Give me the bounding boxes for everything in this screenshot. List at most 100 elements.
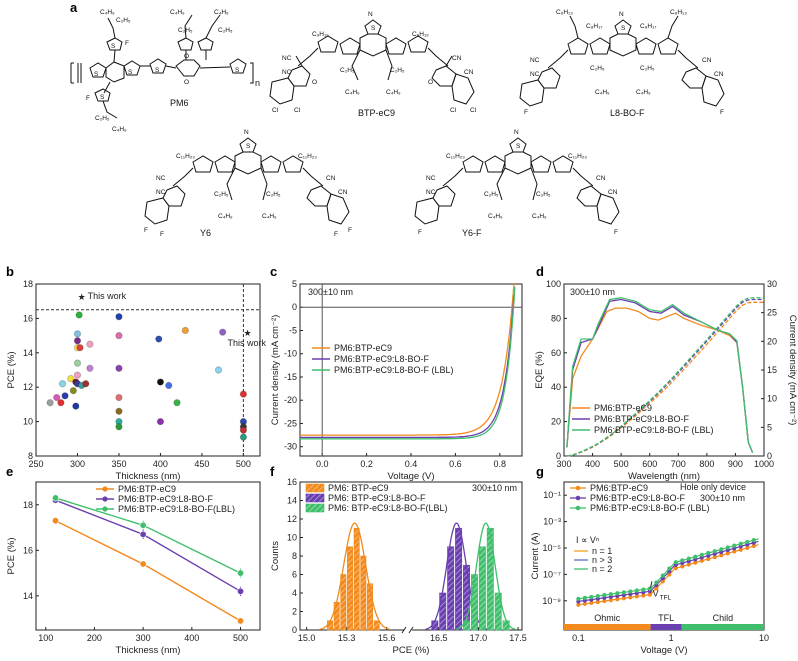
y6-nc-1: NC <box>156 175 166 182</box>
legend-label: PM6:BTP-eC9:L8-BO-F <box>334 354 430 364</box>
l8-cn-1: CN <box>702 57 712 64</box>
annotation-f: 300±10 nm <box>472 483 517 493</box>
y-axis-label: EQE (%) <box>534 351 545 388</box>
y6-c11h23-right: C₁₁H₂₃ <box>298 153 317 160</box>
y-tick-label: -25 <box>284 418 297 428</box>
panel-letter-f: f <box>270 464 275 479</box>
legend-label: PM6: BTP-eC9:L8-BO-F <box>328 493 426 503</box>
l8-ring-left-2 <box>567 37 589 55</box>
y-tick-label: 10⁻¹ <box>543 490 561 500</box>
pm6-ring-benzo <box>105 61 125 83</box>
iv-point <box>680 564 685 569</box>
btp-c4h9-right: C₄H₉ <box>386 89 401 96</box>
iv-point <box>595 599 600 605</box>
literature-point <box>115 393 123 402</box>
data-point <box>51 494 59 502</box>
x-tick-label: 100 <box>38 633 53 643</box>
pm6-ring-quinone <box>175 59 201 77</box>
pm6-ring-top-left <box>177 37 194 51</box>
pm6-s-2: S <box>128 69 133 76</box>
x-tick-label: 500 <box>233 633 248 643</box>
iv-point <box>706 550 711 556</box>
panel-letter-e: e <box>6 464 13 479</box>
panel-a: a C₄H₉ C₂H₅ F S F S C₂H₅ C₄H₉ <box>70 0 725 238</box>
iv-point <box>699 552 704 557</box>
l8-c2h5-right: C₂H₅ <box>640 65 655 72</box>
btp-bonds <box>295 49 453 81</box>
pm6-ring-side-thiophene-bottom <box>94 88 111 102</box>
y-tick-label: 0 <box>292 302 297 312</box>
y6-f-1: F <box>144 227 148 234</box>
iv-point <box>660 579 665 584</box>
literature-point <box>86 340 94 348</box>
y6-c4h9-right: C₄H₉ <box>262 213 277 220</box>
btp-name: BTP-eC9 <box>358 108 395 118</box>
literature-point <box>155 335 163 343</box>
iv-point <box>582 601 587 606</box>
literature-point <box>61 392 69 400</box>
y6f-bonds <box>442 167 594 201</box>
y6f-c11h23-right: C₁₁H₂₃ <box>568 153 587 160</box>
panel-letter-d: d <box>536 264 544 279</box>
pm6-side-bonds <box>102 17 118 119</box>
legend-marker <box>575 505 581 511</box>
iv-point <box>621 590 626 595</box>
histogram-bar <box>340 574 347 631</box>
l8-s: S <box>621 25 626 32</box>
data-point <box>237 617 245 625</box>
y-tick-label: 10⁻⁹ <box>542 596 561 606</box>
y-tick-label: 6 <box>292 570 297 580</box>
literature-point <box>239 390 248 398</box>
legend-e: PM6:BTP-eC9PM6:BTP-eC9:L8-BO-FPM6:BTP-eC… <box>96 484 235 514</box>
x-tick-label: 600 <box>642 459 657 469</box>
legend-g: PM6:BTP-eC9PM6:BTP-eC9:L8-BO-FPM6:BTP-eC… <box>570 483 710 574</box>
x-tick-label: 0.6 <box>449 459 462 469</box>
y-axis-label: Current (A) <box>530 533 541 580</box>
btp-ring-thiadiazole <box>364 19 382 35</box>
y6-nc-2: NC <box>156 189 166 196</box>
y-tick-label: -10 <box>284 349 297 359</box>
this-work-label: This work <box>88 291 127 301</box>
literature-point <box>73 359 82 367</box>
y-tick-label: -5 <box>289 325 297 335</box>
legend-label: PM6:BTP-eC9:L8-BO-F <box>118 494 214 504</box>
y6-ring-core <box>234 151 262 175</box>
iv-point <box>673 560 678 565</box>
pm6-c4h9-r2: C₄H₉ <box>214 9 229 16</box>
x-tick-label: 400 <box>184 633 199 643</box>
literature-point <box>75 311 83 319</box>
btp-s-1: S <box>371 25 376 32</box>
y6f-ring-right-1 <box>530 155 552 173</box>
iv-point <box>725 551 730 556</box>
legend-label: PM6:BTP-eC9:L8-BO-F(LBL) <box>118 504 235 514</box>
this-work-label: This work <box>228 338 267 348</box>
y-tick-label: -15 <box>284 372 297 382</box>
y6f-ring-thiadiazole <box>509 137 527 153</box>
pm6-c2h5-r2: C₂H₅ <box>218 27 233 34</box>
x-tick-label: 15.0 <box>298 633 316 643</box>
eqe-curve <box>566 297 754 453</box>
vtfl-subscript: TFL <box>660 595 672 602</box>
y-tick-label: 10⁻⁵ <box>543 543 562 553</box>
panel-letter-g: g <box>536 464 544 479</box>
jv-curve <box>300 286 516 440</box>
legend-label: PM6:BTP-eC9:L8-BO-F (LBL) <box>590 503 710 513</box>
data-point <box>51 517 59 525</box>
x-axis-label: Thickness (nm) <box>116 645 181 656</box>
x-tick-label: 800 <box>699 459 714 469</box>
y6-f-4: F <box>348 227 352 234</box>
y-right-tick-label: 0 <box>767 451 772 461</box>
panel-letter-b: b <box>6 264 14 279</box>
data-point <box>237 587 245 595</box>
axes-g: 0.1 1 10 10⁻⁹ 10⁻⁷ 10⁻⁵ 10⁻³ 10⁻¹ Voltage (V) Cur… <box>530 490 769 656</box>
y6f-ring-right-2 <box>552 155 574 173</box>
legend-label: PM6:BTP-eC9:L8-BO-F <box>594 414 690 424</box>
btp-nc-left-1: NC <box>282 55 292 62</box>
l8-nc-1: NC <box>530 57 540 64</box>
trend-line <box>55 520 241 622</box>
y-tick-label: 2 <box>292 607 297 617</box>
y6-f-3: F <box>334 231 338 238</box>
iv-point <box>608 592 613 597</box>
